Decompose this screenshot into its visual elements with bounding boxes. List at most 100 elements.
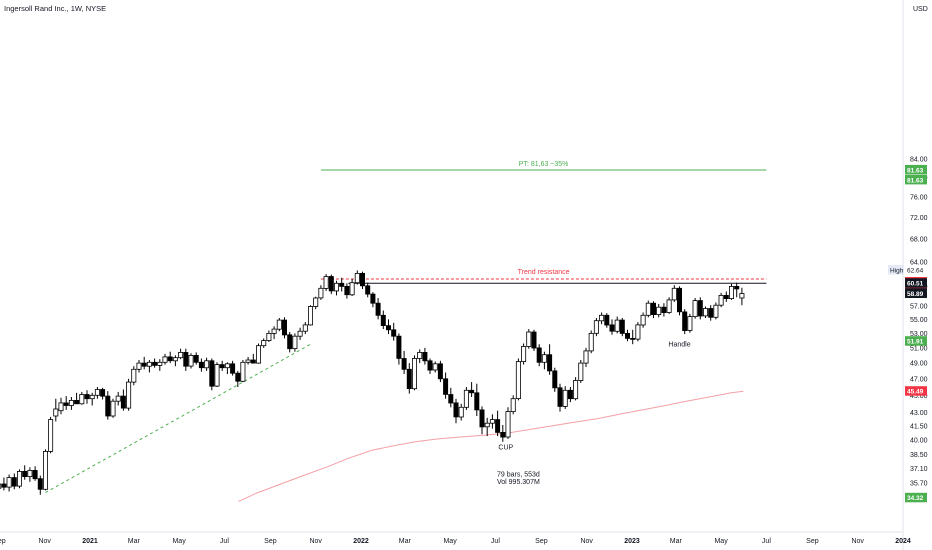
x-tick-label: Sep [535,538,548,545]
price-badge-text: High [890,268,904,275]
x-tick-label: Mar [670,538,683,545]
price-badge: 60.51 [905,278,927,288]
candle-body [16,470,22,487]
candle [609,319,615,335]
candle-body [723,294,729,299]
candle-body [677,287,683,313]
candle [708,305,714,321]
y-tick-label: 53.00 [910,331,928,338]
candle-body [583,350,589,364]
price-badge-bg [905,288,927,298]
candle-body [27,469,33,477]
x-tick-label: 2023 [624,538,640,545]
x-tick-label: Sep [0,538,6,545]
candle [474,383,480,416]
candle-body [43,450,49,490]
candle-body [344,285,350,296]
candle-body [406,368,412,389]
price-badge-text: 81.63 [907,167,924,174]
candle [453,398,459,424]
candle-body [365,285,371,295]
candle-body [359,272,365,287]
price-badge-text: 45.49 [907,389,924,396]
candle-body [0,483,2,489]
candle-body [22,470,28,477]
candle-body [500,431,506,438]
chart-annotation: Vol 995.307M [497,479,540,486]
candle-body [84,394,90,400]
price-badge: 58.89 [905,288,927,298]
candle-body [126,381,132,409]
candle [255,343,261,364]
price-badge-text: 62.64 [907,268,924,275]
x-tick-label: 2022 [353,538,369,545]
candle [443,372,449,399]
candle [625,329,631,342]
price-axis[interactable]: 35.70 37.10 38.50 40.00 41.50 43.00 45.00 47.00… [910,157,928,488]
trend-resistance-label: Trend resistance [518,269,570,276]
y-tick-label: 76.00 [910,195,928,202]
x-tick-label: Mar [399,538,412,545]
candle [656,303,662,318]
candle-body [94,389,100,396]
candle-body [713,304,719,318]
candle [370,292,376,308]
candle-body [370,293,376,304]
candle [250,353,256,364]
y-tick-label: 68.00 [910,237,928,244]
candle-body [599,314,605,322]
candle [406,363,412,394]
x-tick-label: Mar [128,538,141,545]
candle [198,358,204,372]
candle [162,353,168,365]
candle [651,301,657,318]
candle [687,313,693,333]
candle [588,330,594,354]
time-axis[interactable]: Sep Nov 2021 Mar May Jul Sep Nov 2022 Mar May Jul Se… [0,538,911,545]
candle [661,303,667,317]
candle [552,367,558,392]
candle [94,387,100,399]
candle [500,425,506,442]
candle [63,396,69,410]
candle [411,355,417,391]
candles-layer [0,270,745,495]
candle-body [162,356,168,363]
candle-body [37,478,43,490]
y-tick-label: 72.00 [910,215,928,222]
price-badge-bg [905,336,927,346]
candle-body [131,368,137,383]
candle-body [1,483,7,488]
candle-body [625,332,631,339]
candle-body [687,316,693,331]
candle-body [448,394,454,404]
candle [266,330,272,342]
candle-body [417,351,423,359]
candle [11,473,17,490]
candle-body [484,422,490,428]
candle-body [323,276,329,289]
candle [349,278,355,296]
candle-body [105,395,111,417]
price-badge: 51.91 [905,336,927,346]
y-tick-label: 45.00 [910,393,928,400]
candle [48,416,54,454]
candle-body [115,395,121,402]
candle-body [463,389,469,408]
candle-body [604,314,610,326]
candle [152,358,158,368]
candle-body [427,360,433,371]
candle [396,333,402,365]
candle [671,285,677,302]
candle [193,352,199,365]
candle [619,318,625,337]
candle-body [443,378,449,395]
candle [136,360,142,373]
candle [0,483,2,489]
y-tick-label: 51.00 [910,345,928,352]
candle-body [11,477,17,487]
candle-body [53,408,59,417]
candle [521,343,527,365]
candle-body [318,287,324,299]
